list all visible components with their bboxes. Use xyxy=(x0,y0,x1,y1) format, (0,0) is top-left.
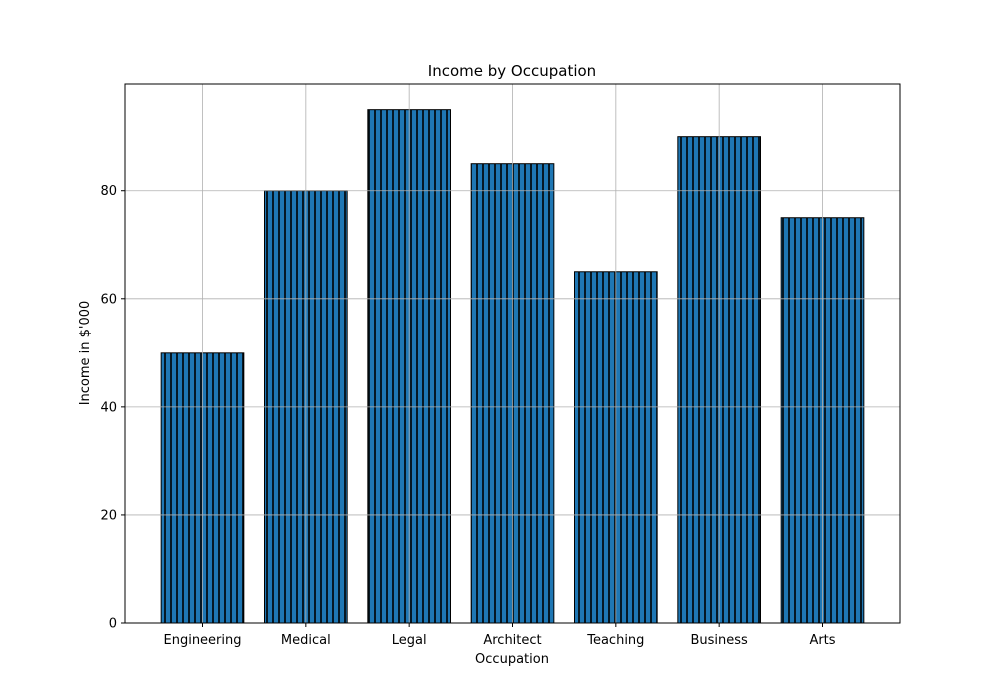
x-tick-label: Legal xyxy=(392,633,427,648)
x-tick-label: Teaching xyxy=(586,633,644,648)
x-tick-label: Arts xyxy=(809,633,835,648)
y-axis-ticks: 0 20 40 60 80 xyxy=(100,184,125,632)
y-tick-label: 60 xyxy=(100,292,117,307)
chart-title: Income by Occupation xyxy=(428,62,596,80)
x-tick-label: Medical xyxy=(281,633,331,648)
y-tick-label: 0 xyxy=(109,617,117,632)
y-tick-label: 80 xyxy=(100,184,117,199)
x-tick-label: Architect xyxy=(483,633,541,648)
y-tick-label: 20 xyxy=(100,508,117,523)
x-tick-label: Engineering xyxy=(164,633,242,648)
x-axis-label: Occupation xyxy=(475,652,549,667)
x-axis-ticks: Engineering Medical Legal Architect Teaching… xyxy=(164,623,836,648)
x-tick-label: Business xyxy=(691,633,749,648)
y-axis-label: Income in $'000 xyxy=(78,301,93,406)
y-tick-label: 40 xyxy=(100,400,117,415)
